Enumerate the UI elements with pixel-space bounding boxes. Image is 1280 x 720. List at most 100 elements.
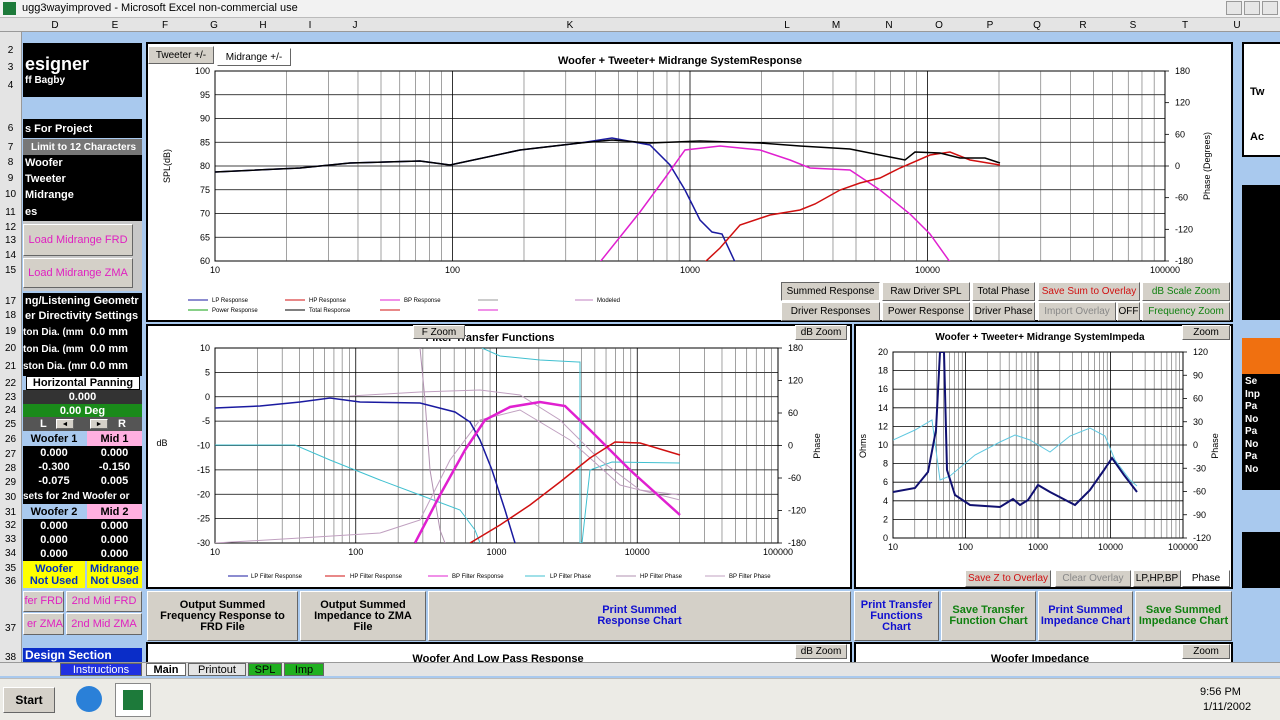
lp-filter-phase-curve (215, 444, 481, 543)
row-label: 9 (7, 172, 14, 184)
zoom-button[interactable]: Zoom (1182, 644, 1230, 659)
y2-tick-label: 0 (788, 441, 793, 451)
row-label: 24 (4, 404, 17, 416)
maximize-button[interactable] (1244, 1, 1260, 15)
lp-filter-response-curve (215, 397, 516, 543)
output-frd-button[interactable]: Output Summed Frequency Response to FRD … (147, 591, 298, 641)
column-label: I (308, 19, 312, 31)
summed-response-button[interactable]: Summed Response (781, 282, 880, 301)
output-zma-button[interactable]: Output Summed Impedance to ZMA File (300, 591, 426, 641)
zma-button[interactable]: 2nd Mid ZMA (66, 613, 142, 635)
db-scale-zoom-button[interactable]: dB Scale Zoom (1142, 282, 1230, 301)
column-label: E (111, 19, 119, 31)
raw-driver-spl-button[interactable]: Raw Driver SPL (882, 282, 970, 301)
x-tick-label: 10000 (915, 265, 940, 275)
frd-button[interactable]: fer FRD (23, 591, 64, 612)
y-tick-label: 85 (200, 137, 210, 147)
row-label: 31 (4, 506, 17, 518)
clear-overlay-button[interactable]: Clear Overlay (1055, 570, 1131, 587)
row-label: 4 (7, 79, 14, 91)
geometry-header: ng/Listening Geometr (23, 293, 142, 308)
print-impedance-button[interactable]: Print Summed Impedance Chart (1038, 591, 1133, 641)
save-transfer-button[interactable]: Save Transfer Function Chart (941, 591, 1036, 641)
sheet-tab[interactable]: Main (146, 663, 186, 676)
y-tick-label: 8 (883, 459, 888, 469)
woofer-not-used: Woofer Not Used (23, 561, 85, 588)
driver-responses-button[interactable]: Driver Responses (781, 302, 880, 321)
sheet-tab[interactable]: Printout (188, 663, 246, 676)
design-section: Design Section (23, 648, 142, 662)
y-tick-label: 0 (883, 533, 888, 543)
legend-label: HP Response (309, 298, 347, 304)
row-label: 6 (7, 122, 14, 134)
pan-left-arrow[interactable]: ◄ (56, 419, 74, 429)
legend-label: HP Filter Phase (640, 574, 683, 580)
row-label: 3 (7, 61, 14, 73)
bp-filter-phase-curve (215, 409, 681, 543)
right-label: Pa (1245, 451, 1258, 462)
total-response-curve (215, 139, 1001, 173)
frd-button[interactable]: 2nd Mid FRD (66, 591, 142, 612)
y-tick-label: 12 (878, 421, 888, 431)
tweeter-tab[interactable]: Tweeter +/- (148, 46, 214, 64)
zoom-button[interactable]: Zoom (1182, 325, 1230, 340)
column-label: S (1129, 19, 1137, 31)
x-tick-label: 1000 (1028, 542, 1048, 552)
sheet-tab[interactable]: Instructions (60, 663, 142, 676)
pan-right-arrow[interactable]: ► (90, 419, 108, 429)
offset-value: 0.000 (100, 447, 129, 459)
midrange-tab[interactable]: Midrange +/- (217, 48, 291, 66)
lp-filter-phase-curve (481, 348, 681, 543)
excel-task[interactable] (115, 683, 151, 717)
row-header: 2 3 4 6 7 8 9 10 11 12 13 14 15 17 18 19 20 21 22 23 24 25 26 2… (0, 32, 22, 663)
print-transfer-button[interactable]: Print Transfer Functions Chart (854, 591, 939, 641)
row-label: 37 (4, 622, 17, 634)
offset-value: 0.000 (40, 534, 68, 546)
zma-button[interactable]: er ZMA (23, 613, 64, 635)
db-zoom-button[interactable]: dB Zoom (795, 325, 847, 340)
off-button[interactable]: OFF (1117, 302, 1140, 321)
column-header: D E F G H I J K L M N O P Q R S T U (0, 18, 1280, 32)
db-zoom-button[interactable]: dB Zoom (795, 644, 847, 659)
save-sum-button[interactable]: Save Sum to Overlay (1038, 282, 1140, 301)
column-label: L (784, 19, 790, 31)
sheet-tab[interactable]: Imp (284, 663, 324, 676)
offset-value: -0.300 (38, 461, 70, 473)
start-button[interactable]: Start (3, 687, 55, 713)
sheet-tab[interactable]: SPL (248, 663, 282, 676)
column-label: R (1079, 19, 1087, 31)
piston-box (23, 323, 142, 376)
offset-value: 0.000 (100, 548, 129, 560)
frequency-zoom-button[interactable]: Frequency Zoom (1142, 302, 1230, 321)
save-z-button[interactable]: Save Z to Overlay (965, 570, 1051, 587)
load-zma-button[interactable]: Load Midrange ZMA (23, 258, 133, 288)
load-frd-button[interactable]: Load Midrange FRD (23, 224, 133, 256)
offset-value: 0.000 (40, 447, 68, 459)
ie-icon[interactable] (76, 686, 102, 712)
driver-phase-button[interactable]: Driver Phase (972, 302, 1035, 321)
row-label: 36 (4, 575, 17, 587)
row-label: 18 (4, 309, 17, 321)
close-button[interactable] (1262, 1, 1278, 15)
y2-tick-label: 120 (788, 376, 803, 386)
chart-title: Woofer + Tweeter+ Midrange SystemRespons… (558, 55, 802, 67)
save-impedance-button[interactable]: Save Summed Impedance Chart (1135, 591, 1232, 641)
phase-button[interactable]: Phase (1182, 570, 1230, 587)
power-response-button[interactable]: Power Response (882, 302, 970, 321)
bp-filter-phase-curve (349, 389, 681, 496)
column-label: O (935, 19, 943, 31)
legend: LP Filter Response HP Filter Response BP… (228, 574, 771, 580)
total-phase-button[interactable]: Total Phase (972, 282, 1035, 301)
lp-hp-bp-button[interactable]: LP,HP,BP (1133, 570, 1181, 587)
panning-header: Horizontal Panning (26, 376, 140, 390)
label: Not Used (90, 574, 139, 587)
print-response-button[interactable]: Print Summed Response Chart (428, 591, 851, 641)
x-tick-label: 100 (348, 547, 363, 557)
import-overlay-button[interactable]: Import Overlay (1038, 302, 1116, 321)
minimize-button[interactable] (1226, 1, 1242, 15)
y2-tick-label: -90 (1193, 510, 1206, 520)
y-tick-label: 95 (200, 90, 210, 100)
f-zoom-button[interactable]: F Zoom (413, 325, 465, 339)
offset-value: 0.000 (40, 520, 68, 532)
